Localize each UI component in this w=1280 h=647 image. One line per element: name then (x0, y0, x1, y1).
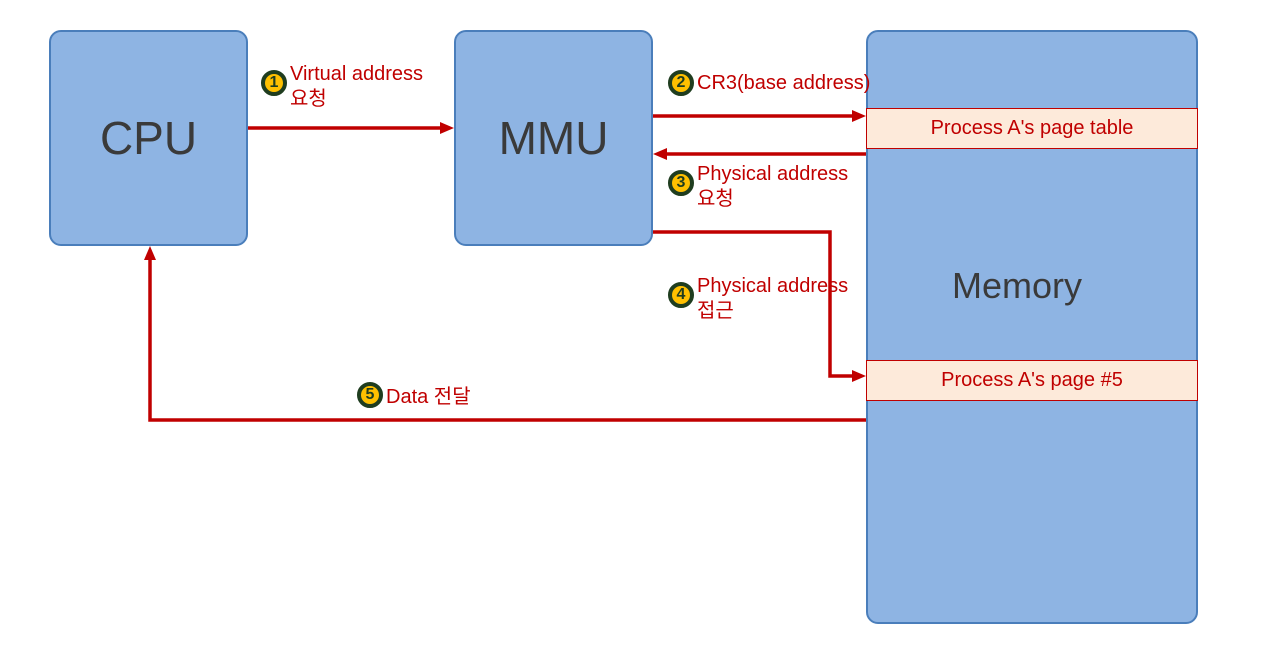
step-5-label: Data 전달 (386, 385, 471, 410)
step-5-badge: 5 (357, 382, 383, 408)
step-3-badge: 3 (668, 170, 694, 196)
step-5-num: 5 (366, 386, 375, 404)
step-1-num: 1 (270, 74, 279, 92)
step-4-badge: 4 (668, 282, 694, 308)
mmu-label: MMU (499, 111, 609, 165)
step-2-label: CR3(base address) (697, 71, 870, 96)
step-2-num: 2 (677, 74, 686, 92)
step-1-badge: 1 (261, 70, 287, 96)
page5-band: Process A's page #5 (866, 360, 1198, 401)
step-4-label: Physical address 접근 (697, 274, 848, 324)
step-2-badge: 2 (668, 70, 694, 96)
step-4-num: 4 (677, 286, 686, 304)
page-table-band: Process A's page table (866, 108, 1198, 149)
step-3-num: 3 (677, 174, 686, 192)
cpu-label: CPU (100, 111, 197, 165)
page5-label: Process A's page #5 (941, 369, 1123, 392)
step-1-label: Virtual address 요청 (290, 62, 423, 112)
page-table-label: Process A's page table (931, 117, 1134, 140)
cpu-box: CPU (49, 30, 248, 246)
memory-label: Memory (952, 263, 1082, 308)
step-3-label: Physical address 요청 (697, 162, 848, 212)
mmu-box: MMU (454, 30, 653, 246)
